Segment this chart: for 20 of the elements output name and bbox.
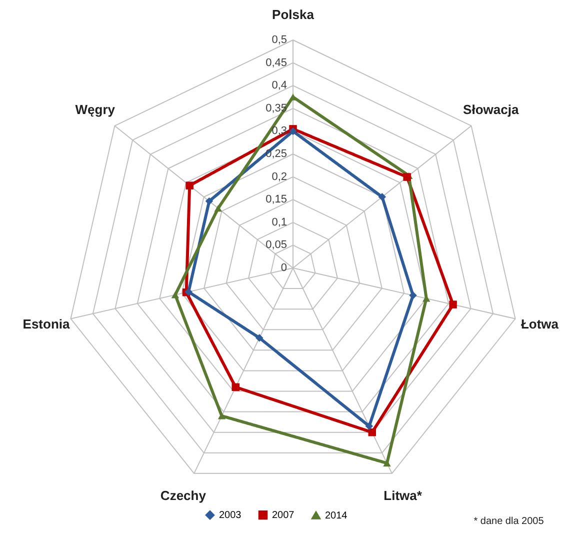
spoke-label: Czechy <box>160 488 207 504</box>
y-tick-label: 0 <box>280 262 287 274</box>
legend-label: 2007 <box>272 510 295 522</box>
spoke-label: Estonia <box>22 316 71 332</box>
legend-label: 2014 <box>325 510 348 522</box>
legend-label: 2003 <box>219 510 242 522</box>
y-tick-label: 0,45 <box>266 56 287 69</box>
y-tick-label: 0,4 <box>272 80 287 92</box>
text: * dane dla 2005 <box>474 516 544 528</box>
spoke-label: Słowacja <box>463 102 520 118</box>
spoke-label: Łotwa <box>520 316 560 332</box>
y-tick-label: 0,2 <box>272 170 287 183</box>
spoke-label: Polska <box>272 6 315 22</box>
y-tick-label: 0,15 <box>266 194 287 206</box>
spoke-label: Litwa* <box>384 488 423 504</box>
y-tick-label: 0,05 <box>266 239 287 252</box>
spoke-label: Węgry <box>75 102 116 118</box>
y-tick-label: 0,5 <box>272 34 287 46</box>
y-tick-label: 0,1 <box>272 216 287 228</box>
y-tick-label: 0,25 <box>266 148 287 160</box>
